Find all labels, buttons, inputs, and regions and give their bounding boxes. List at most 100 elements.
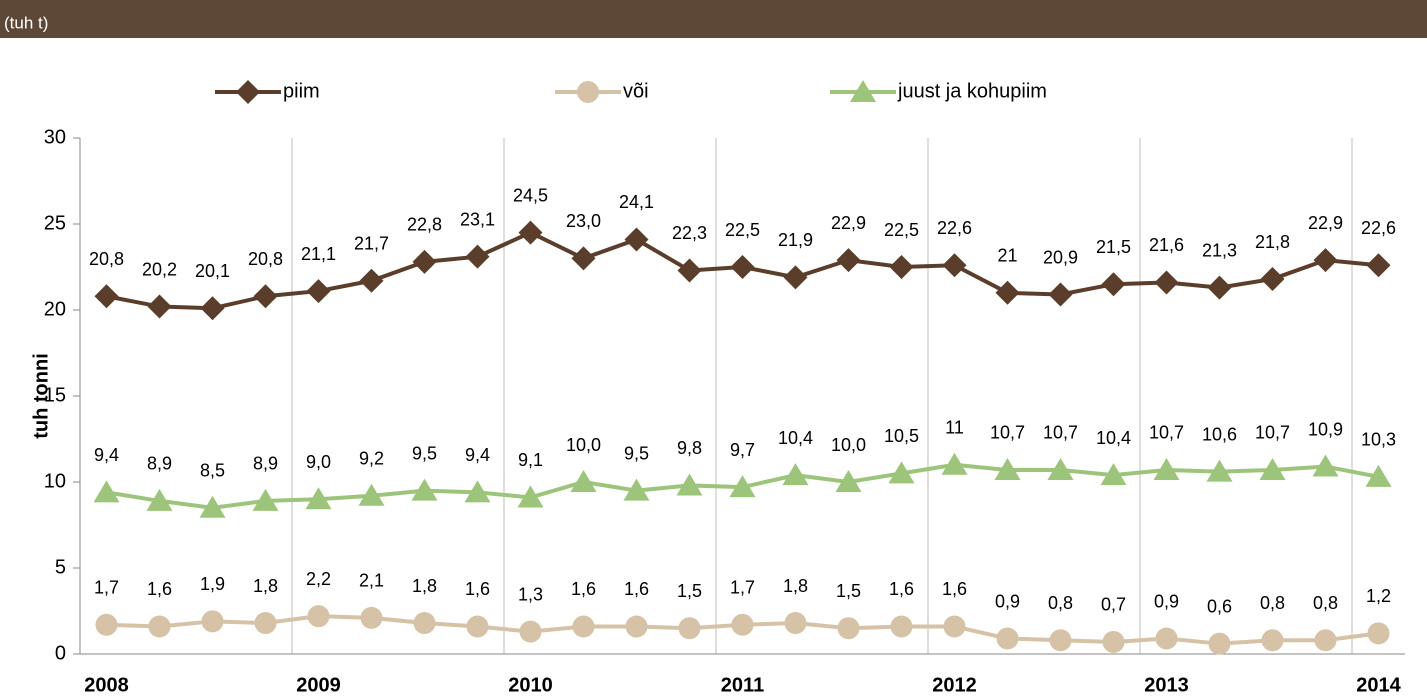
marker xyxy=(570,470,597,492)
legend-label: piim xyxy=(283,80,320,102)
marker xyxy=(1155,627,1178,650)
data-label: 10,6 xyxy=(1202,424,1237,444)
data-label: 21,3 xyxy=(1202,240,1237,260)
marker xyxy=(1047,457,1074,480)
data-label: 9,5 xyxy=(412,443,437,463)
marker xyxy=(1102,630,1125,653)
data-label: 10,9 xyxy=(1308,419,1343,439)
data-label: 10,5 xyxy=(884,426,919,446)
marker xyxy=(1367,622,1390,645)
marker xyxy=(253,284,278,309)
data-label: 1,6 xyxy=(624,579,649,599)
x-tick-label: 2008 xyxy=(84,674,129,696)
data-label: 9,8 xyxy=(677,438,702,458)
marker xyxy=(888,461,915,484)
marker xyxy=(941,452,968,475)
marker xyxy=(201,610,224,633)
marker xyxy=(465,244,490,269)
data-label: 8,9 xyxy=(147,454,172,474)
marker xyxy=(358,483,385,506)
y-tick-label: 15 xyxy=(44,384,66,406)
marker xyxy=(1100,463,1127,486)
data-label: 10,7 xyxy=(1149,423,1184,443)
data-label: 8,9 xyxy=(253,454,278,474)
data-label: 10,0 xyxy=(831,435,866,455)
marker xyxy=(94,284,119,309)
marker xyxy=(572,615,595,638)
data-label: 0,7 xyxy=(1101,595,1126,615)
marker xyxy=(200,296,225,321)
legend-label: juust ja kohupiim xyxy=(897,80,1047,102)
data-label: 10,4 xyxy=(778,428,813,448)
data-label: 9,0 xyxy=(306,452,331,472)
data-label: 10,4 xyxy=(1096,428,1131,448)
marker xyxy=(729,475,756,498)
data-label: 21,1 xyxy=(301,244,336,264)
marker xyxy=(519,620,542,643)
marker xyxy=(1365,464,1392,487)
marker xyxy=(678,617,701,640)
marker xyxy=(93,480,120,503)
data-label: 2,2 xyxy=(306,569,331,589)
marker xyxy=(943,615,966,638)
marker xyxy=(359,268,384,293)
marker xyxy=(254,612,277,635)
data-label: 21,6 xyxy=(1149,235,1184,255)
y-tick-label: 0 xyxy=(55,642,66,664)
marker xyxy=(147,294,172,319)
header-bar xyxy=(0,0,1427,38)
data-label: 10,7 xyxy=(1255,423,1290,443)
data-label: 23,0 xyxy=(566,211,601,231)
marker xyxy=(1261,629,1284,652)
data-label: 21,7 xyxy=(354,234,389,254)
marker xyxy=(571,246,596,271)
marker xyxy=(411,478,438,501)
data-label: 9,4 xyxy=(465,445,490,465)
x-tick-label: 2013 xyxy=(1144,674,1189,696)
y-tick-label: 25 xyxy=(44,212,66,234)
y-tick-label: 20 xyxy=(44,298,66,320)
legend-marker xyxy=(236,80,260,104)
marker xyxy=(1313,248,1338,273)
data-label: 1,6 xyxy=(889,579,914,599)
data-label: 0,9 xyxy=(995,591,1020,611)
data-label: 9,5 xyxy=(624,443,649,463)
y-axis-label: tuh tonni xyxy=(30,353,52,439)
data-label: 0,9 xyxy=(1154,591,1179,611)
data-label: 1,6 xyxy=(571,579,596,599)
data-label: 22,6 xyxy=(1361,218,1396,238)
marker xyxy=(1153,457,1180,480)
y-tick-label: 5 xyxy=(55,556,66,578)
data-label: 8,5 xyxy=(200,461,225,481)
data-label: 1,9 xyxy=(200,574,225,594)
chart-subtitle: (tuh t) xyxy=(4,13,48,32)
data-label: 1,6 xyxy=(147,579,172,599)
marker xyxy=(676,473,703,496)
data-label: 22,5 xyxy=(884,220,919,240)
data-label: 1,6 xyxy=(942,579,967,599)
marker xyxy=(889,255,914,279)
marker xyxy=(1049,629,1072,652)
data-label: 0,8 xyxy=(1313,593,1338,613)
marker xyxy=(835,470,862,492)
x-tick-label: 2009 xyxy=(296,674,341,696)
marker xyxy=(1312,454,1339,477)
data-label: 11 xyxy=(945,418,964,438)
data-label: 10,7 xyxy=(1043,423,1078,443)
data-label: 22,3 xyxy=(672,223,707,243)
marker xyxy=(1314,629,1337,652)
marker xyxy=(199,495,226,518)
x-tick-label: 2014 xyxy=(1356,674,1401,696)
data-label: 21,8 xyxy=(1255,232,1290,252)
data-label: 22,8 xyxy=(407,215,442,235)
x-tick-label: 2012 xyxy=(932,674,977,696)
data-label: 0,8 xyxy=(1260,593,1285,613)
data-label: 10,3 xyxy=(1361,430,1396,450)
data-label: 21 xyxy=(997,246,1017,266)
marker xyxy=(625,615,648,638)
marker xyxy=(837,617,860,640)
marker xyxy=(518,220,543,245)
marker xyxy=(307,605,330,628)
data-label: 1,8 xyxy=(412,576,437,596)
